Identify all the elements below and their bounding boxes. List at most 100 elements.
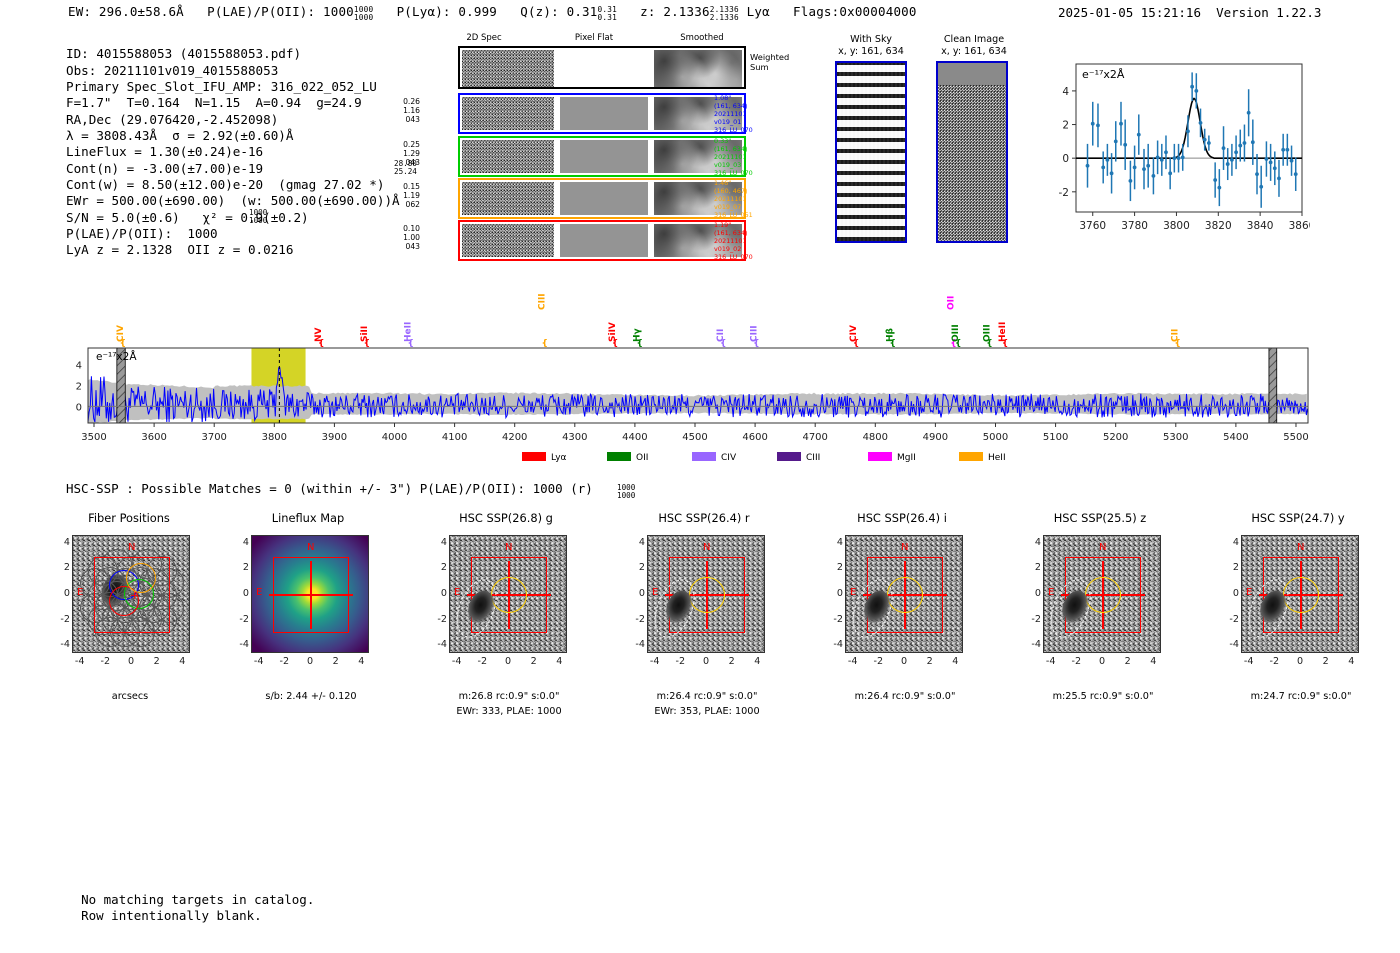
spectrum-emission-line-marker: {CIII: [538, 293, 548, 349]
spectrum-x-tick-label: 3500: [81, 432, 106, 443]
version: Version 1.22.3: [1216, 5, 1322, 20]
zoom-x-tick-label: 3800: [1163, 220, 1190, 232]
cutout-y-tick-label: 4: [242, 536, 249, 548]
spectrum-flux-unit-label: e⁻¹⁷x2Å: [96, 350, 137, 363]
spectrum-x-tick-label: 4400: [622, 432, 647, 443]
fiber-pixelflat-image: [560, 97, 648, 130]
spectrum-emission-line-marker: {HeII: [998, 322, 1008, 349]
fiber-weight-value: 062: [405, 200, 421, 210]
clean-image-coords: x, y: 161, 634: [941, 46, 1007, 57]
cutout-y-tick-label: -4: [1229, 639, 1239, 651]
timestamp: 2025-01-05 15:21:16: [1058, 5, 1201, 20]
cutout-x-tick-label: 0: [1098, 656, 1106, 667]
footer-line-1: No matching targets in catalog.: [81, 891, 315, 907]
legend-label: CIII: [806, 453, 820, 463]
fiber-weight-value: 0.26: [403, 97, 420, 106]
cutout-y-tick-label: 4: [638, 536, 645, 548]
cutout-y-tick-label: 2: [836, 562, 843, 574]
cutout-y-tick-label: 4: [440, 536, 447, 548]
cutout-x-tick-label: -2: [1269, 656, 1280, 667]
with-sky-title: With Sky: [850, 34, 892, 45]
spectrum-emission-line-marker: {NV: [314, 327, 324, 349]
zoom-plot-frame: [1075, 63, 1303, 213]
cutout-panel: HSC SSP(26.8) g N E -4 -4 -2 -2 0 0 2 2 4 4 m:26.8 rc…: [437, 505, 587, 740]
zoom-data-point: [1281, 147, 1286, 152]
info-line-cont-w: Cont(w) = 8.50(±12.00)e-20 (gmag 27.02 *…: [66, 177, 385, 193]
info-line-primary: Primary Spec_Slot_IFU_AMP: 316_022_052_L…: [66, 79, 377, 95]
zoom-y-tick-label: 2: [1062, 120, 1069, 132]
spectrum-masked-region: [1268, 347, 1278, 424]
target-center-marker: +: [130, 589, 140, 602]
emission-line-bracket: {: [753, 339, 759, 349]
hsc-plae-uncertainty: 1000 1000: [617, 483, 635, 500]
cutout-x-tick-label: 0: [504, 656, 512, 667]
zoom-data-point: [1277, 176, 1281, 181]
footer-line-2: Row intentionally blank.: [81, 908, 262, 923]
emission-line-bracket: {: [890, 339, 896, 349]
cutout-subtitle-1: m:24.7 rc:0.9" s:0.0": [1250, 691, 1352, 702]
cutout-title: HSC SSP(24.7) y: [1251, 511, 1345, 525]
legend-swatch: [522, 452, 546, 461]
qz-lo: 0.31: [597, 12, 617, 22]
cutout-x-tick-label: -2: [675, 656, 686, 667]
zoom-data-point: [1176, 156, 1181, 161]
z-lo: 2.1336: [709, 12, 739, 22]
info-line-obs: Obs: 20211101v019_4015588053: [66, 62, 279, 78]
with-sky-caption: With Sky x, y: 161, 634: [826, 34, 916, 58]
cutout-x-tick-label: 2: [728, 656, 735, 667]
emission-line-label: HeII: [404, 322, 414, 342]
cutout-y-tick-label: 2: [1232, 562, 1239, 574]
emission-line-bracket: {: [950, 339, 956, 349]
cutout-y-tick-label: -2: [833, 613, 843, 625]
info-line-lineflux: LineFlux = 1.30(±0.24)e-16: [66, 144, 264, 160]
fiber-weight-value: 043: [405, 242, 421, 252]
info-line-ftna: F=1.7" T=0.164 N=1.15 A=0.94 g=24.9: [66, 95, 362, 111]
with-sky-image: [835, 61, 907, 243]
fiber-aperture: [124, 616, 155, 647]
spec2d-fiber-row: [458, 136, 746, 177]
plae-hi: 1000: [353, 4, 374, 14]
cutout-x-tick-label: 0: [306, 656, 314, 667]
cutout-y-tick-label: 0: [638, 588, 645, 599]
qz-label: Q(z):: [520, 4, 559, 19]
zoom-data-point: [1213, 178, 1218, 182]
cutout-subtitle-2: EWr: 353, PLAE: 1000: [654, 706, 760, 717]
compass-north-label: N: [128, 542, 136, 553]
cutout-y-tick-label: -2: [60, 613, 70, 625]
cutout-x-tick-label: 2: [1124, 656, 1131, 667]
cutout-y-tick-label: 2: [638, 562, 645, 574]
zoom-data-point: [1190, 84, 1195, 89]
spectrum-x-tick-label: 4700: [802, 432, 827, 443]
hsc-match-line: HSC-SSP : Possible Matches = 0 (within +…: [66, 481, 593, 496]
plae-label: P(LAE)/P(OII):: [207, 4, 316, 19]
cutout-y-tick-label: -4: [1031, 639, 1041, 651]
spectrum-emission-line-marker: {CII: [1171, 329, 1181, 349]
zoom-data-point: [1155, 155, 1160, 160]
zoom-data-point: [1234, 150, 1238, 155]
emission-line-bracket: {: [612, 339, 618, 349]
cutout-y-tick-label: 0: [63, 588, 70, 599]
spectrum-x-tick-label: 3800: [262, 432, 287, 443]
cutout-image[interactable]: + N E: [72, 535, 190, 653]
cutout-title: Lineflux Map: [271, 511, 345, 525]
compass-east-label: E: [1246, 587, 1253, 598]
zoom-emission-line-svg: -2 0 2 4 3760 3780 3800 3820 3840 3860 e⁻¹⁷x2Å: [1059, 63, 1315, 232]
cutout-y-tick-label: -4: [833, 639, 843, 651]
spectrum-x-tick-label: 4600: [742, 432, 767, 443]
cutout-x-tick-label: -4: [649, 656, 660, 667]
fiber-weight-value: 043: [405, 158, 421, 168]
plya-label: P(Lyα):: [396, 4, 451, 19]
weighted-sum-smoothed-image: [654, 50, 742, 87]
emission-line-label: SiII: [360, 326, 370, 342]
emission-line-label: CIII: [538, 293, 548, 310]
cutout-x-tick-label: 0: [127, 656, 135, 667]
spectrum-x-tick-label: 4100: [442, 432, 467, 443]
compass-east-label: E: [256, 587, 263, 598]
cutout-title: HSC SSP(26.8) g: [459, 511, 553, 525]
